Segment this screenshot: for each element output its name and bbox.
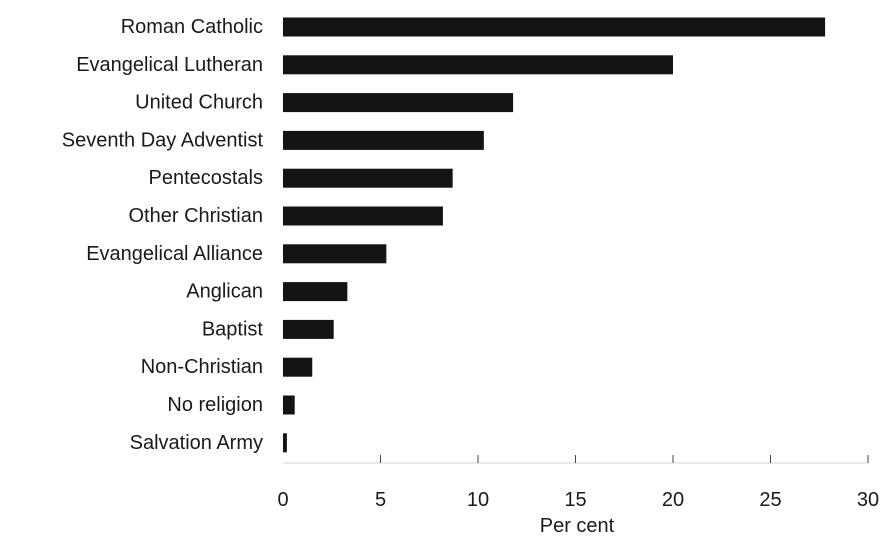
bar-seventh-day-adventist [283, 130, 484, 150]
category-label-united-church: United Church [135, 92, 263, 114]
category-label-pentecostals: Pentecostals [148, 167, 263, 189]
bar-evangelical-lutheran [283, 55, 673, 75]
bars-group [283, 17, 826, 453]
category-label-evangelical-lutheran: Evangelical Lutheran [76, 54, 263, 76]
category-label-non-christian: Non-Christian [141, 356, 263, 378]
bar-roman-catholic [283, 17, 826, 37]
category-label-roman-catholic: Roman Catholic [121, 16, 263, 38]
bar-no-religion [283, 395, 295, 415]
category-label-salvation-army: Salvation Army [130, 432, 263, 454]
bar-evangelical-alliance [283, 244, 387, 264]
category-label-no-religion: No religion [167, 394, 263, 416]
x-tick-label-5: 5 [375, 489, 386, 511]
x-axis-title: Per cent [540, 515, 615, 537]
x-tick-label-0: 0 [277, 489, 288, 511]
category-label-other-christian: Other Christian [129, 205, 264, 227]
category-label-baptist: Baptist [202, 318, 264, 340]
bar-other-christian [283, 206, 443, 226]
category-label-evangelical-alliance: Evangelical Alliance [86, 243, 263, 265]
category-label-anglican: Anglican [186, 281, 263, 303]
x-tick-label-10: 10 [467, 489, 489, 511]
x-tick-label-20: 20 [662, 489, 684, 511]
bar-salvation-army [283, 433, 287, 453]
category-labels-group: Roman Catholic Evangelical Lutheran United… [62, 16, 264, 454]
bar-united-church [283, 93, 514, 113]
x-tick-label-30: 30 [857, 489, 879, 511]
category-label-seventh-day-adventist: Seventh Day Adventist [62, 129, 264, 151]
bar-anglican [283, 282, 348, 302]
x-tick-label-25: 25 [759, 489, 781, 511]
bar-non-christian [283, 357, 313, 377]
x-tick-label-15: 15 [564, 489, 586, 511]
bar-baptist [283, 319, 334, 339]
bar-pentecostals [283, 168, 453, 188]
x-ticks-group: 0 5 10 15 20 25 30 [277, 455, 879, 511]
